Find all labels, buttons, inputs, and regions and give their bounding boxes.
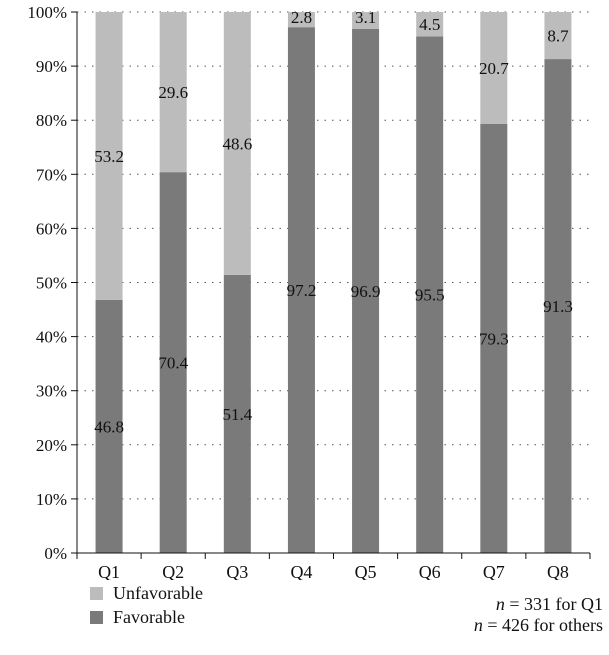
bar-unfavorable bbox=[480, 12, 508, 124]
bar-favorable bbox=[352, 28, 380, 554]
n-var: n bbox=[495, 594, 505, 614]
bar-favorable bbox=[544, 59, 572, 553]
data-label-unfavorable: 20.7 bbox=[479, 59, 509, 78]
sample-size-q1: n = 331 for Q1 bbox=[474, 594, 603, 615]
x-tick-label: Q2 bbox=[162, 562, 184, 580]
x-tick-label: Q1 bbox=[98, 562, 120, 580]
legend-swatch-unfavorable bbox=[90, 586, 103, 600]
x-tick-label: Q8 bbox=[547, 562, 569, 580]
data-label-favorable: 46.8 bbox=[94, 417, 124, 436]
legend-label-favorable: Favorable bbox=[113, 606, 185, 627]
bar-favorable bbox=[416, 36, 444, 554]
bar-unfavorable bbox=[416, 12, 444, 37]
bar-unfavorable bbox=[287, 12, 315, 28]
bar-unfavorable bbox=[544, 12, 572, 60]
x-tick-label: Q6 bbox=[419, 562, 441, 580]
data-label-unfavorable: 53.2 bbox=[94, 147, 124, 166]
n-text: = 331 for Q1 bbox=[504, 594, 603, 614]
x-tick-label: Q5 bbox=[355, 562, 377, 580]
y-tick-label: 0% bbox=[44, 544, 67, 563]
data-label-unfavorable: 48.6 bbox=[222, 134, 252, 153]
stacked-bar-chart: 0% 10% 20% 30% 40% 50% 60% 70% 80% 90% 100% Q1 Q2 Q3… bbox=[27, 3, 591, 580]
bar-unfavorable bbox=[95, 12, 123, 300]
data-label-favorable: 70.4 bbox=[158, 354, 188, 373]
bar-favorable bbox=[95, 299, 123, 553]
bar-unfavorable bbox=[352, 12, 380, 29]
bar-favorable bbox=[223, 274, 251, 553]
data-label-unfavorable: 8.7 bbox=[547, 27, 569, 46]
data-label-favorable: 95.5 bbox=[415, 286, 445, 305]
bar-favorable bbox=[159, 172, 187, 554]
data-label-unfavorable: 4.5 bbox=[419, 15, 440, 34]
bars bbox=[95, 12, 572, 554]
y-axis-tick-labels: 0% 10% 20% 30% 40% 50% 60% 70% 80% 90% 100% bbox=[27, 3, 67, 563]
data-label-favorable: 91.3 bbox=[543, 297, 573, 316]
data-label-favorable: 96.9 bbox=[351, 282, 381, 301]
sample-size-others: n = 426 for others bbox=[474, 615, 603, 636]
axis-ticks bbox=[71, 11, 591, 559]
legend-swatch-favorable bbox=[90, 610, 103, 624]
y-tick-label: 20% bbox=[36, 436, 67, 455]
bar-unfavorable bbox=[159, 12, 187, 173]
legend-label-unfavorable: Unfavorable bbox=[113, 582, 203, 603]
bar-favorable bbox=[287, 27, 315, 553]
data-label-unfavorable: 29.6 bbox=[158, 83, 188, 102]
legend: Unfavorable Favorable bbox=[90, 581, 203, 629]
y-tick-label: 50% bbox=[36, 274, 67, 293]
data-label-unfavorable: 2.8 bbox=[291, 8, 312, 27]
y-tick-label: 80% bbox=[36, 111, 67, 130]
data-label-unfavorable: 3.1 bbox=[355, 8, 376, 27]
y-tick-label: 10% bbox=[36, 490, 67, 509]
legend-item-unfavorable: Unfavorable bbox=[90, 581, 203, 605]
data-label-favorable: 97.2 bbox=[287, 281, 317, 300]
y-tick-label: 40% bbox=[36, 328, 67, 347]
y-tick-label: 70% bbox=[36, 165, 67, 184]
y-tick-label: 30% bbox=[36, 382, 67, 401]
sample-size-note: n = 331 for Q1 n = 426 for others bbox=[474, 594, 603, 636]
x-axis-tick-labels: Q1 Q2 Q3 Q4 Q5 Q6 Q7 Q8 bbox=[98, 562, 569, 580]
y-tick-label: 60% bbox=[36, 219, 67, 238]
gridlines bbox=[77, 11, 590, 500]
bar-favorable bbox=[480, 123, 508, 553]
y-tick-label: 100% bbox=[27, 3, 67, 22]
data-labels: 46.8 53.2 70.4 29.6 51.4 48.6 97.2 2.8 96.9 3.1 95… bbox=[94, 8, 573, 436]
data-label-favorable: 79.3 bbox=[479, 329, 509, 348]
y-tick-label: 90% bbox=[36, 57, 67, 76]
x-tick-label: Q7 bbox=[483, 562, 505, 580]
x-tick-label: Q3 bbox=[226, 562, 248, 580]
x-tick-label: Q4 bbox=[290, 562, 312, 580]
n-text: = 426 for others bbox=[482, 615, 603, 635]
bar-unfavorable bbox=[223, 12, 251, 275]
data-label-favorable: 51.4 bbox=[222, 405, 252, 424]
legend-item-favorable: Favorable bbox=[90, 605, 203, 629]
n-var: n bbox=[473, 615, 483, 635]
